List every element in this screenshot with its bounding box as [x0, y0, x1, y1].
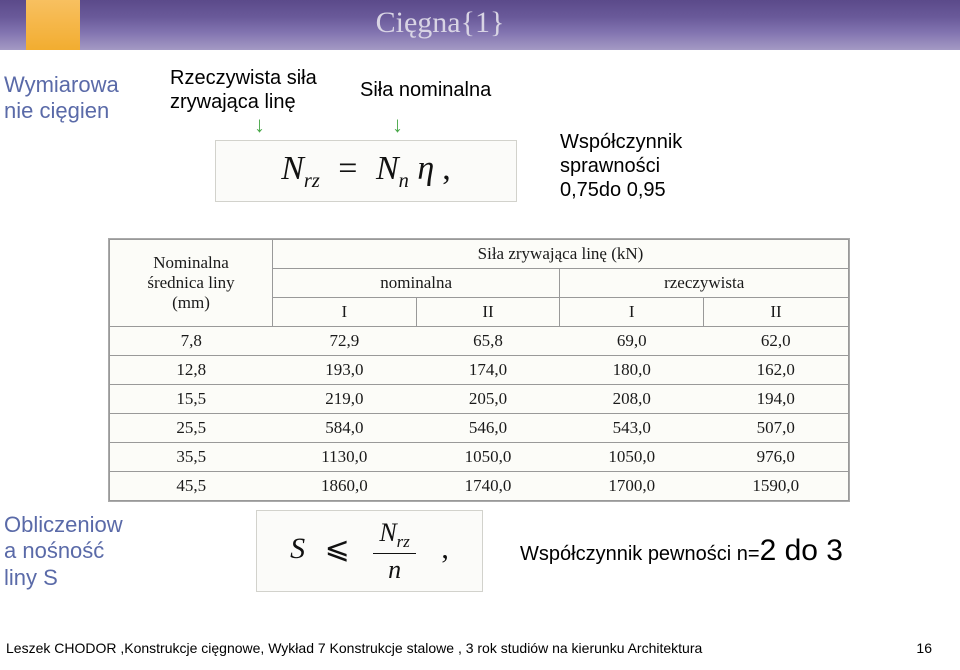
- var-eta: η: [417, 150, 434, 187]
- var: N: [376, 150, 399, 187]
- cell: 208,0: [560, 385, 704, 414]
- comma: ,: [441, 532, 449, 565]
- text: Obliczeniow: [4, 512, 123, 538]
- cell: 543,0: [560, 414, 704, 443]
- arrow-down-icon: ↓: [392, 114, 403, 136]
- subscript: rz: [304, 169, 320, 191]
- col-II: II: [704, 298, 849, 327]
- le-sign: ⩽: [325, 532, 350, 565]
- cell: 162,0: [704, 356, 849, 385]
- cell: 194,0: [704, 385, 849, 414]
- cell: 1050,0: [416, 443, 560, 472]
- table-row: 12,8193,0174,0180,0162,0: [110, 356, 849, 385]
- cell: 45,5: [110, 472, 273, 501]
- text: zrywająca linę: [170, 90, 317, 114]
- cell: 12,8: [110, 356, 273, 385]
- footer: Leszek CHODOR ,Konstrukcje cięgnowe, Wyk…: [0, 640, 960, 656]
- var: N: [281, 150, 304, 187]
- col-I: I: [560, 298, 704, 327]
- cell: 7,8: [110, 327, 273, 356]
- label-real-breaking-force: Rzeczywista siła zrywająca linę: [170, 66, 317, 114]
- subscript: rz: [397, 532, 410, 551]
- cell: 219,0: [273, 385, 417, 414]
- var: N: [379, 518, 396, 547]
- breaking-force-table: Nominalna średnica liny (mm) Siła zrywaj…: [108, 238, 850, 502]
- cell: 205,0: [416, 385, 560, 414]
- cell: 976,0: [704, 443, 849, 472]
- cell: 1050,0: [560, 443, 704, 472]
- label-safety-factor: Współczynnik pewności n=2 do 3: [520, 534, 843, 568]
- header-diameter: Nominalna średnica liny (mm): [110, 240, 273, 327]
- footer-text: Leszek CHODOR ,Konstrukcje cięgnowe, Wyk…: [6, 640, 702, 656]
- cell: 584,0: [273, 414, 417, 443]
- table: Nominalna średnica liny (mm) Siła zrywaj…: [109, 239, 849, 501]
- comma: ,: [442, 150, 451, 187]
- table-row: 25,5584,0546,0543,0507,0: [110, 414, 849, 443]
- text: Wymiarowa: [4, 72, 119, 98]
- cell: 1700,0: [560, 472, 704, 501]
- text: a nośność: [4, 538, 123, 564]
- value: 2 do 3: [760, 534, 843, 567]
- header-real: rzeczywista: [560, 269, 849, 298]
- text: Współczynnik pewności n=: [520, 543, 760, 565]
- text: (mm): [116, 293, 266, 313]
- page-title: Cięgna{1}: [0, 6, 880, 40]
- var-s: S: [290, 532, 305, 565]
- cell: 35,5: [110, 443, 273, 472]
- arrow-down-icon: ↓: [254, 114, 265, 136]
- cell: 25,5: [110, 414, 273, 443]
- page-number: 16: [916, 640, 932, 656]
- label-nominal-force: Siła nominalna: [360, 78, 491, 102]
- text: liny S: [4, 565, 123, 591]
- cell: 15,5: [110, 385, 273, 414]
- table-row: 35,51130,01050,01050,0976,0: [110, 443, 849, 472]
- table-row: 15,5219,0205,0208,0194,0: [110, 385, 849, 414]
- col-I: I: [273, 298, 417, 327]
- cell: 180,0: [560, 356, 704, 385]
- table-row: 45,51860,01740,01700,01590,0: [110, 472, 849, 501]
- side-label-design-capacity: Obliczeniow a nośność liny S: [4, 512, 123, 591]
- text: sprawności: [560, 154, 682, 178]
- text: Współczynnik: [560, 130, 682, 154]
- col-II: II: [416, 298, 560, 327]
- side-label-dimensioning: Wymiarowa nie cięgien: [4, 72, 119, 125]
- cell: 69,0: [560, 327, 704, 356]
- cell: 72,9: [273, 327, 417, 356]
- cell: 65,8: [416, 327, 560, 356]
- cell: 1130,0: [273, 443, 417, 472]
- text: Rzeczywista siła: [170, 66, 317, 90]
- text: średnica liny: [116, 273, 266, 293]
- text: nie cięgien: [4, 98, 119, 124]
- fraction: Nrz n: [373, 517, 416, 585]
- cell: 1590,0: [704, 472, 849, 501]
- cell: 1740,0: [416, 472, 560, 501]
- table-body: 7,872,965,869,062,012,8193,0174,0180,016…: [110, 327, 849, 501]
- table-row: 7,872,965,869,062,0: [110, 327, 849, 356]
- cell: 546,0: [416, 414, 560, 443]
- subscript: n: [399, 169, 409, 191]
- cell: 507,0: [704, 414, 849, 443]
- slide: Cięgna{1} Wymiarowa nie cięgien Rzeczywi…: [0, 0, 960, 670]
- formula-nrz: Nrz = Nn η,: [215, 140, 517, 202]
- var-n: n: [382, 554, 407, 585]
- header-nominal: nominalna: [273, 269, 560, 298]
- formula-s: S ⩽ Nrz n ,: [256, 510, 483, 592]
- equals-sign: =: [338, 150, 357, 187]
- cell: 1860,0: [273, 472, 417, 501]
- text: Nominalna: [116, 253, 266, 273]
- label-efficiency-coeff: Współczynnik sprawności 0,75do 0,95: [560, 130, 682, 202]
- text: 0,75do 0,95: [560, 178, 682, 202]
- header-force: Siła zrywająca linę (kN): [273, 240, 849, 269]
- cell: 174,0: [416, 356, 560, 385]
- cell: 62,0: [704, 327, 849, 356]
- cell: 193,0: [273, 356, 417, 385]
